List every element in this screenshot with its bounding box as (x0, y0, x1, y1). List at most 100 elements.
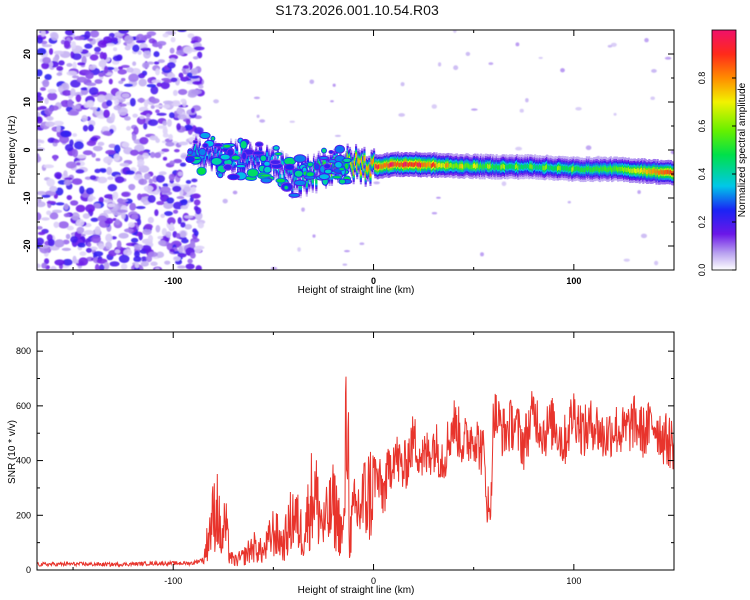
noise-speck (52, 209, 63, 214)
noise-speck (73, 35, 85, 41)
signal-blob (338, 178, 347, 185)
signal-cell (606, 167, 609, 172)
signal-cell (584, 167, 587, 173)
signal-cell (511, 164, 514, 169)
signal-cell (419, 163, 423, 168)
signal-cell (638, 169, 641, 174)
noise-speck (37, 69, 43, 77)
signal-cell (666, 170, 669, 175)
noise-speck (62, 258, 73, 266)
noise-speck (155, 224, 161, 233)
signal-blob (338, 166, 346, 172)
signal-cell (536, 164, 539, 170)
noise-speck (89, 30, 100, 38)
signal-cell (520, 164, 523, 169)
noise-speck (110, 113, 116, 122)
signal-cell (565, 166, 568, 171)
noise-speck (94, 79, 103, 84)
signal-cell (365, 166, 368, 171)
noise-speck (106, 43, 115, 47)
signal-cell (233, 160, 236, 165)
noise-speck (155, 68, 160, 76)
noise-speck (183, 46, 193, 54)
noise-speck (37, 231, 46, 236)
signal-cell (574, 166, 578, 172)
noise-speck (156, 82, 162, 87)
signal-cell (556, 166, 560, 171)
colorbar: 0.0 0.2 0.4 0.6 0.8 Normalized spectral ampl… (697, 29, 748, 277)
signal-cell (603, 166, 606, 171)
noise-speck (488, 62, 494, 66)
y-tick-label: 800 (16, 346, 31, 356)
noise-speck (159, 186, 171, 194)
signal-cell (361, 158, 364, 163)
noise-speck (180, 76, 190, 82)
noise-speck (63, 179, 72, 186)
signal-cell (591, 167, 594, 173)
noise-speck (76, 162, 81, 166)
signal-cell (493, 165, 496, 170)
noise-speck (117, 69, 128, 75)
noise-speck (189, 252, 196, 259)
signal-cell (458, 164, 461, 169)
signal-blob (334, 144, 346, 154)
signal-cell (597, 167, 600, 172)
noise-speck (168, 173, 175, 181)
noise-speck (177, 171, 183, 177)
noise-speck (181, 238, 189, 244)
signal-cell (392, 162, 395, 167)
signal-cell (543, 166, 546, 171)
signal-cell (562, 166, 566, 171)
noise-speck (88, 87, 99, 95)
signal-cell (346, 153, 349, 158)
noise-speck (143, 173, 151, 180)
noise-speck (129, 98, 136, 107)
signal-cell (412, 162, 415, 168)
signal-cell (647, 169, 650, 175)
signal-blob (222, 143, 232, 149)
signal-cell (413, 162, 416, 167)
colorbar-tick-label: 0.0 (697, 264, 707, 277)
noise-speck (70, 79, 81, 88)
x-tick-label: 0 (371, 276, 376, 286)
noise-speck (114, 98, 120, 106)
signal-cell (553, 166, 556, 172)
noise-speck (37, 153, 40, 162)
noise-speck (86, 140, 97, 147)
noise-speck (128, 73, 139, 83)
noise-speck (74, 104, 81, 110)
noise-speck (157, 235, 164, 240)
signal-blob (305, 171, 315, 178)
signal-cell (534, 164, 537, 169)
signal-cell (388, 163, 391, 168)
signal-cell (529, 164, 532, 169)
noise-speck (453, 30, 457, 33)
noise-speck (37, 116, 43, 124)
noise-speck (126, 67, 134, 73)
noise-speck (123, 83, 134, 87)
noise-speck (37, 107, 43, 111)
noise-speck (107, 184, 118, 192)
signal-cell (293, 178, 296, 183)
noise-speck (112, 55, 122, 62)
signal-cell (352, 170, 355, 175)
signal-cell (671, 171, 674, 176)
signal-cell (391, 162, 394, 167)
noise-speck (71, 178, 83, 185)
signal-cell (476, 163, 479, 168)
signal-cell (669, 169, 672, 175)
noise-speck (86, 100, 95, 108)
noise-speck (253, 96, 260, 100)
noise-speck (37, 143, 41, 147)
noise-speck (53, 154, 58, 162)
noise-speck (157, 59, 166, 64)
signal-cell (443, 163, 447, 169)
signal-cell (607, 167, 610, 172)
signal-cell (303, 177, 306, 182)
signal-cell (404, 162, 407, 167)
signal-cell (471, 165, 474, 170)
noise-speck (58, 221, 69, 229)
noise-speck (44, 258, 50, 265)
signal-cell (403, 162, 406, 167)
noise-speck (330, 100, 334, 103)
